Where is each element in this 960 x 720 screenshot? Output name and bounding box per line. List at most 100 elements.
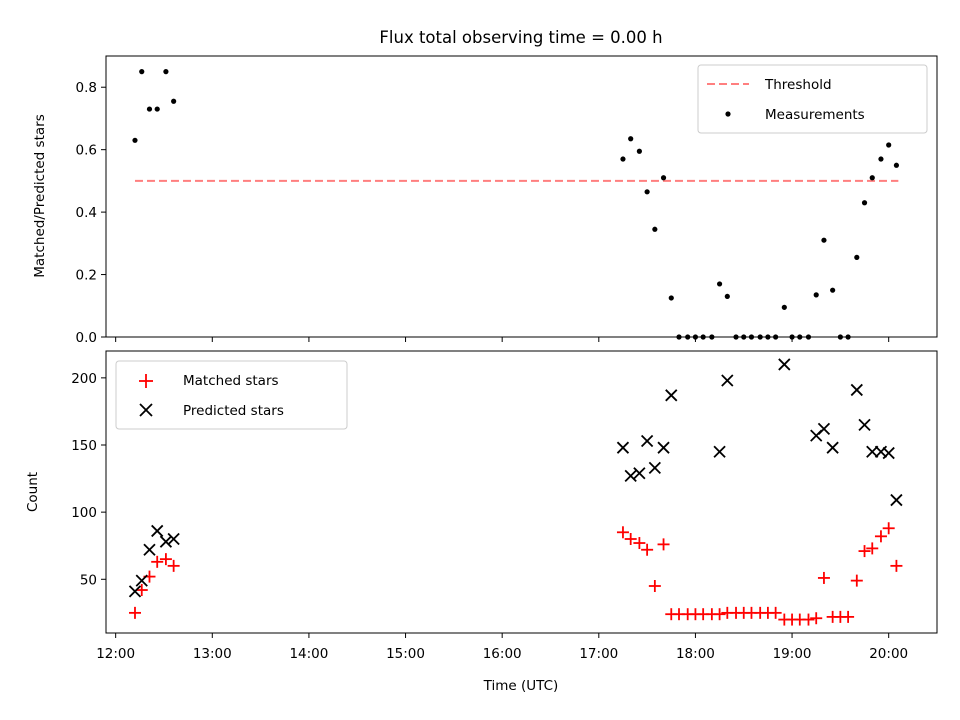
matched-star-point <box>648 580 661 592</box>
matched-star-point <box>135 584 148 597</box>
x-tick-label: 18:00 <box>676 646 715 662</box>
predicted-star-point <box>624 469 637 483</box>
predicted-star-point <box>713 445 726 458</box>
measurement-point <box>861 200 868 206</box>
matched-star-point <box>802 613 815 626</box>
measurement-point <box>716 281 723 287</box>
matched-star-point <box>882 522 895 535</box>
measurement-point <box>893 162 900 168</box>
matched-star-point <box>817 571 830 584</box>
ratio-y-axis-label: Matched/Predicted stars <box>32 114 48 277</box>
measurement-point <box>636 148 642 154</box>
predicted-star-point <box>167 532 180 546</box>
matched-star-point <box>657 538 670 551</box>
x-tick-label: 17:00 <box>579 646 618 662</box>
ratio-y-tick-label: 0.4 <box>76 205 97 221</box>
ratio-y-tick-label: 0.8 <box>76 80 97 96</box>
measurement-point <box>154 106 160 112</box>
predicted-star-point <box>159 535 173 548</box>
predicted-star-point <box>882 446 895 460</box>
measurement-point <box>620 156 626 162</box>
legend-predicted-label: Predicted stars <box>183 403 284 419</box>
matched-star-point <box>866 542 879 555</box>
measurement-point <box>628 136 634 142</box>
matched-star-point <box>633 537 646 550</box>
measurement-point <box>139 69 145 75</box>
x-tick-label: 19:00 <box>773 646 812 662</box>
measurement-point <box>854 254 860 260</box>
count-y-tick-label: 200 <box>71 371 97 387</box>
measurement-point <box>146 106 153 112</box>
predicted-star-point <box>633 467 646 480</box>
count-y-tick-label: 150 <box>71 438 97 454</box>
predicted-star-point <box>648 461 661 474</box>
predicted-star-point <box>151 524 164 538</box>
chart-title: Flux total observing time = 0.00 h <box>379 28 662 47</box>
legend-threshold-label: Threshold <box>764 77 832 93</box>
matched-star-point <box>616 526 629 539</box>
count-ticks: 50 100 150 200 12:00 13:00 14:00 15:00 16:00 17:0… <box>71 371 908 662</box>
predicted-star-point <box>721 374 734 387</box>
predicted-star-point <box>858 418 871 431</box>
measurement-point <box>821 237 827 243</box>
legend-measurements-swatch <box>725 111 731 117</box>
predicted-star-point <box>135 574 148 587</box>
measurement-point <box>652 226 658 232</box>
predicted-star-point <box>616 441 630 454</box>
x-tick-label: 16:00 <box>483 646 522 662</box>
measurement-point <box>660 175 667 181</box>
measurement-point <box>869 175 875 181</box>
x-tick-label: 15:00 <box>386 646 425 662</box>
matched-star-point <box>159 553 172 566</box>
ratio-y-tick-label: 0.2 <box>76 268 97 284</box>
measurement-point <box>163 69 169 75</box>
x-tick-label: 14:00 <box>289 646 328 662</box>
ratio-axes: 0.00.20.40.60.8 Matched/Predicted stars … <box>32 55 938 346</box>
legend-matched-swatch <box>139 374 153 388</box>
predicted-star-point <box>890 493 903 507</box>
matched-star-point <box>624 533 637 545</box>
matched-star-point <box>167 559 180 572</box>
matched-star-point <box>769 606 782 619</box>
legend-measurements-label: Measurements <box>765 107 865 123</box>
predicted-star-point <box>640 434 654 448</box>
measurement-point <box>878 156 884 162</box>
measurement-point <box>724 293 730 300</box>
count-legend: Matched stars Predicted stars <box>115 360 348 430</box>
predicted-star-point <box>657 441 670 454</box>
measurement-point <box>781 304 787 310</box>
count-plot-area <box>128 358 903 626</box>
matched-star-point <box>874 530 887 543</box>
matched-star-point <box>842 610 855 623</box>
count-axes: 50 100 150 200 12:00 13:00 14:00 15:00 16:00 17:0… <box>25 350 938 694</box>
measurement-point <box>644 189 650 195</box>
legend-predicted-swatch <box>139 403 153 417</box>
matched-star-point <box>151 555 164 568</box>
count-legend-box <box>115 360 348 430</box>
predicted-star-point <box>850 383 863 397</box>
x-tick-label: 13:00 <box>193 646 232 662</box>
measurement-point <box>830 287 836 293</box>
x-tick-label: 12:00 <box>96 646 135 662</box>
legend-matched-label: Matched stars <box>183 373 279 389</box>
ratio-ticks: 0.0 0.2 0.4 0.6 0.8 <box>76 80 890 346</box>
predicted-star-point <box>817 422 831 436</box>
predicted-star-point <box>826 441 839 454</box>
matched-star-point <box>128 606 141 619</box>
matched-star-point <box>810 612 823 625</box>
count-y-tick-label: 50 <box>80 572 97 588</box>
count-axes-frame <box>105 350 938 634</box>
count-y-axis-label: Count <box>25 472 41 512</box>
matched-star-point <box>858 545 871 558</box>
predicted-star-point <box>866 445 879 458</box>
matched-star-point <box>850 574 863 587</box>
measurement-point <box>886 142 892 148</box>
matched-star-point <box>890 559 903 572</box>
ratio-legend: Threshold Measurements <box>697 64 928 134</box>
ratio-y-tick-label: 0.0 <box>76 330 97 346</box>
ratio-y-tick-label: 0.6 <box>76 143 97 159</box>
predicted-star-point <box>778 358 791 371</box>
predicted-star-point <box>143 543 156 556</box>
matched-star-point <box>713 608 726 621</box>
